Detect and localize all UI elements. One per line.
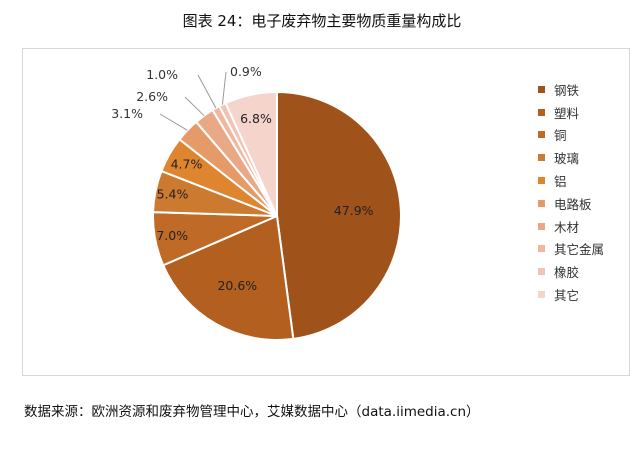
legend-label: 橡胶 [554, 265, 580, 281]
legend-swatch [538, 85, 545, 93]
data-label-4: 4.7% [171, 156, 203, 171]
legend-swatch [538, 245, 545, 253]
legend-label: 塑料 [554, 105, 580, 121]
data-label-5: 3.1% [111, 106, 143, 121]
data-label-8: 0.9% [230, 64, 262, 79]
legend-item: 橡胶 [538, 260, 638, 283]
legend-label: 玻璃 [554, 151, 580, 167]
legend-item: 其它 [538, 283, 638, 306]
legend-label: 木材 [554, 219, 580, 235]
data-label-2: 7.0% [156, 228, 188, 243]
pie-slice-1 [161, 214, 295, 341]
legend-label: 其它金属 [554, 242, 605, 258]
legend-item: 其它金属 [538, 238, 638, 261]
legend-label: 钢铁 [554, 82, 580, 98]
data-label-9: 6.8% [240, 111, 272, 126]
legend: 钢铁塑料铜玻璃铝电路板木材其它金属橡胶其它 [538, 78, 638, 306]
leader-line-6 [184, 96, 205, 117]
legend-swatch [538, 199, 545, 207]
data-label-7: 1.0% [146, 67, 178, 82]
legend-item: 木材 [538, 215, 638, 238]
legend-label: 铜 [554, 128, 567, 144]
legend-swatch [538, 177, 545, 185]
leader-line-8 [221, 71, 227, 105]
legend-item: 塑料 [538, 101, 638, 124]
data-label-1: 20.6% [217, 278, 257, 293]
pie-slice-0 [276, 90, 402, 341]
legend-swatch [538, 154, 545, 162]
legend-swatch [538, 222, 545, 230]
legend-swatch [538, 268, 545, 276]
data-label-0: 47.9% [334, 203, 374, 218]
legend-item: 钢铁 [538, 78, 638, 101]
data-label-6: 2.6% [136, 89, 168, 104]
legend-item: 电路板 [538, 192, 638, 215]
legend-swatch [538, 291, 545, 299]
pie-slice-9 [224, 90, 278, 217]
legend-swatch [538, 108, 545, 116]
legend-label: 其它 [554, 288, 580, 304]
legend-label: 铝 [554, 174, 567, 190]
legend-item: 铝 [538, 169, 638, 192]
legend-item: 铜 [538, 124, 638, 147]
legend-swatch [538, 131, 545, 139]
data-label-3: 5.4% [157, 187, 189, 202]
chart-title: 图表 24：电子废弃物主要物质重量构成比 [182, 12, 462, 30]
legend-item: 玻璃 [538, 146, 638, 169]
source-note: 数据来源：欧洲资源和废弃物管理中心，艾媒数据中心（data.iimedia.cn… [24, 404, 480, 420]
leader-line-5 [159, 113, 188, 131]
legend-label: 电路板 [554, 196, 592, 212]
leader-line-7 [197, 74, 217, 109]
chart-area [22, 48, 630, 376]
